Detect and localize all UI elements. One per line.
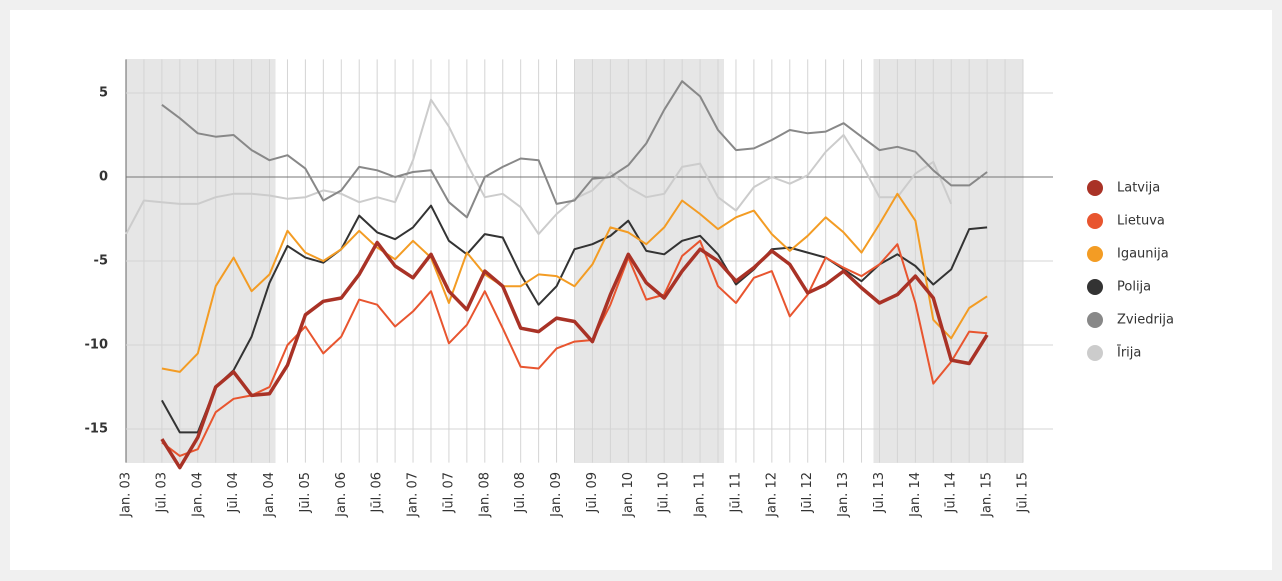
x-tick-label: Jan. 15 bbox=[980, 472, 995, 518]
x-tick-label: Jūl. 11 bbox=[728, 472, 743, 514]
x-tick-label: Jan. 09 bbox=[549, 472, 564, 518]
legend-label: Lietuva bbox=[1117, 214, 1165, 229]
x-tick-label: Jūl. 06 bbox=[370, 472, 385, 514]
series-line bbox=[161, 80, 988, 219]
legend-swatch bbox=[1087, 213, 1103, 229]
legend-label: Īrija bbox=[1117, 346, 1141, 361]
x-tick-label: Jūl. 14 bbox=[944, 472, 959, 514]
x-tick-label: Jūl. 10 bbox=[657, 472, 672, 514]
series-line bbox=[161, 192, 988, 373]
x-tick-label: Jan. 14 bbox=[908, 472, 923, 518]
x-tick-label: Jūl. 15 bbox=[1016, 472, 1031, 514]
legend-label: Polija bbox=[1117, 280, 1151, 295]
x-tick-label: Jan. 11 bbox=[693, 472, 708, 518]
legend-label: Zviedrija bbox=[1117, 313, 1174, 328]
y-tick-label: -10 bbox=[85, 338, 109, 353]
x-tick-label: Jan. 04 bbox=[190, 472, 205, 518]
x-tick-label: Jan. 08 bbox=[477, 472, 492, 518]
x-tick-label: Jūl. 05 bbox=[298, 472, 313, 514]
legend-label: Igaunija bbox=[1117, 247, 1169, 262]
x-tick-label: Jan. 10 bbox=[621, 472, 636, 518]
x-tick-label: Jan. 07 bbox=[406, 472, 421, 518]
x-tick-label: Jūl. 12 bbox=[800, 472, 815, 514]
x-tick-label: Jan. 06 bbox=[334, 472, 349, 518]
x-tick-label: Jūl. 08 bbox=[513, 472, 528, 514]
x-tick-label: Jūl. 04 bbox=[226, 472, 241, 514]
legend-label: Latvija bbox=[1117, 181, 1160, 196]
y-tick-label: 0 bbox=[99, 170, 108, 185]
series-line bbox=[161, 204, 988, 434]
x-tick-label: Jan. 13 bbox=[836, 472, 851, 518]
y-tick-label: 5 bbox=[99, 86, 108, 101]
legend-swatch bbox=[1087, 180, 1103, 196]
x-tick-label: Jan. 04 bbox=[262, 472, 277, 518]
x-tick-label: Jūl. 13 bbox=[872, 472, 887, 514]
x-tick-label: Jan. 12 bbox=[764, 472, 779, 518]
x-tick-label: Jūl. 03 bbox=[154, 472, 169, 514]
x-tick-label: Jūl. 07 bbox=[441, 472, 456, 514]
legend-swatch bbox=[1087, 312, 1103, 328]
legend-swatch bbox=[1087, 246, 1103, 262]
legend-swatch bbox=[1087, 345, 1103, 361]
x-tick-label: Jūl. 09 bbox=[585, 472, 600, 514]
legend-swatch bbox=[1087, 279, 1103, 295]
series-line bbox=[125, 98, 953, 236]
x-tick-label: Jan. 03 bbox=[119, 472, 134, 518]
y-tick-label: -15 bbox=[85, 422, 109, 437]
y-tick-label: -5 bbox=[94, 254, 108, 269]
series-line bbox=[160, 240, 989, 470]
